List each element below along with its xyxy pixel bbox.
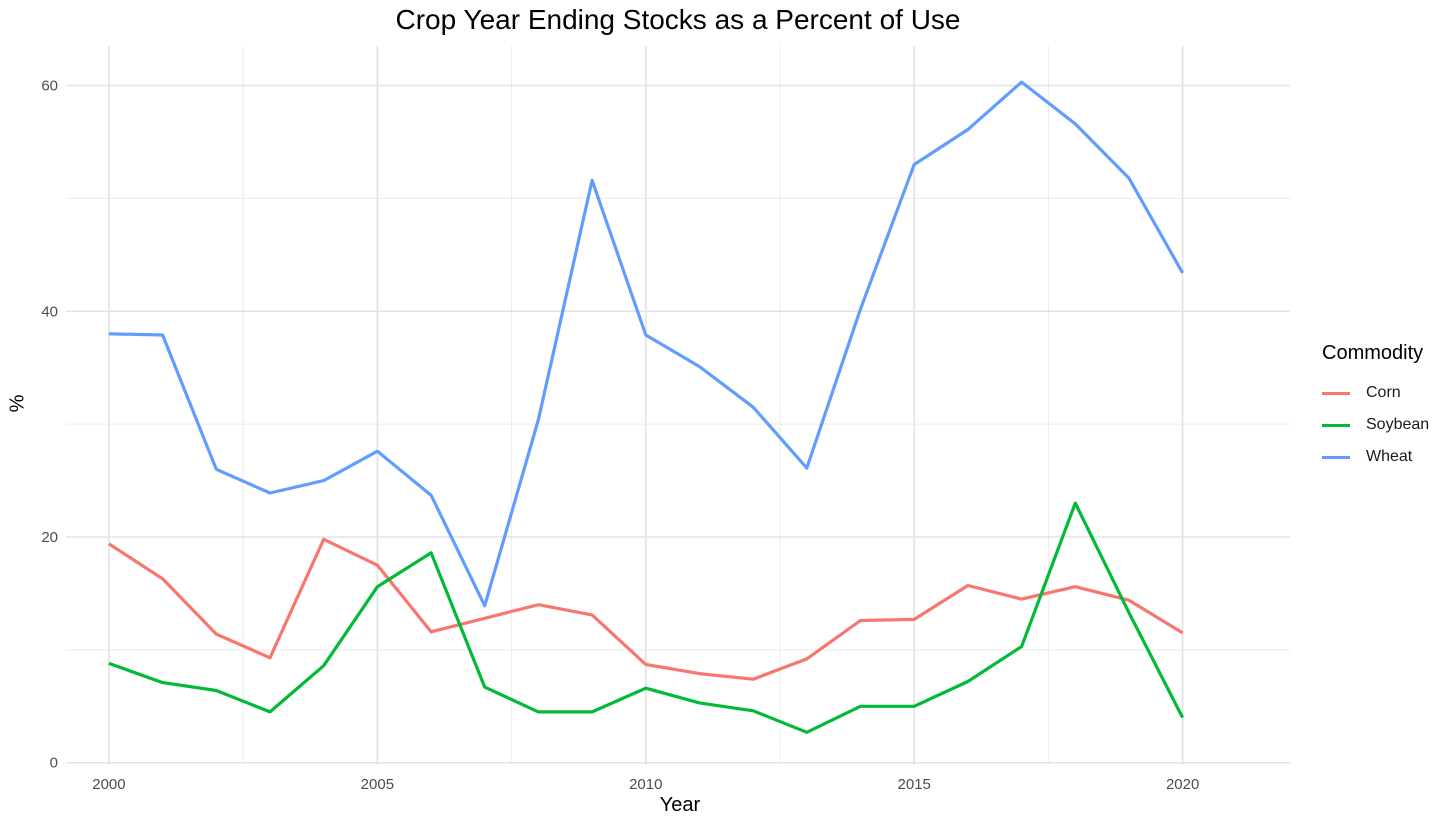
y-tick-label: 20 [41, 529, 58, 546]
legend-item-wheat: Wheat [1322, 441, 1429, 473]
series-line-wheat [108, 80, 1184, 608]
legend-item-corn: Corn [1322, 377, 1429, 409]
series [108, 80, 1185, 734]
legend-label: Soybean [1366, 416, 1430, 433]
axes: 2000 2005 2010 2015 2020 0 20 40 60 [41, 78, 1199, 793]
x-tick-label: 2010 [629, 776, 662, 793]
y-tick-label: 40 [41, 303, 58, 320]
legend-swatch-soybean [1322, 423, 1350, 427]
series-line-soybean [108, 501, 1185, 734]
x-tick-label: 2005 [361, 776, 394, 793]
y-axis-label: % [6, 394, 29, 413]
y-tick-label: 60 [41, 78, 58, 95]
legend-swatch-corn [1322, 391, 1350, 395]
legend-label: Corn [1366, 384, 1401, 401]
y-tick-label: 0 [50, 755, 58, 772]
x-tick-label: 2015 [898, 776, 931, 793]
x-axis-label: Year [659, 794, 701, 816]
legend-item-soybean: Soybean [1322, 409, 1429, 441]
chart-title: Crop Year Ending Stocks as a Percent of … [395, 4, 961, 35]
legend: Commodity Corn Soybean Wheat [1322, 342, 1429, 473]
legend-title: Commodity [1322, 342, 1424, 364]
legend-label: Wheat [1366, 448, 1413, 465]
x-tick-label: 2000 [92, 776, 125, 793]
x-tick-label: 2020 [1166, 776, 1199, 793]
series-line-corn [108, 537, 1184, 681]
legend-swatch-wheat [1322, 455, 1350, 459]
